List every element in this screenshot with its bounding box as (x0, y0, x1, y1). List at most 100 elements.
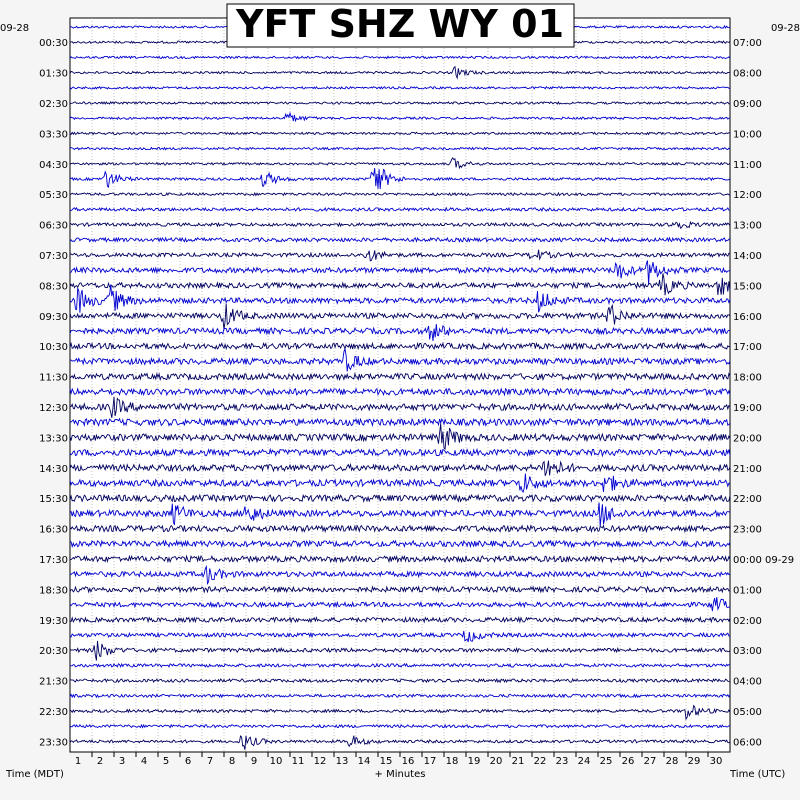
trace-24 (69, 387, 731, 397)
minute-grid (91, 18, 709, 752)
left-time-label-7: 07:30 (39, 251, 68, 262)
trace-6 (69, 111, 731, 123)
x-tick-label-27: 27 (644, 756, 657, 767)
trace-27 (69, 423, 731, 451)
left-time-label-2: 02:30 (39, 99, 68, 110)
x-tick-label-28: 28 (666, 756, 679, 767)
x-tick-label-16: 16 (402, 756, 415, 767)
right-time-label-16: 23:00 (733, 525, 762, 536)
trace-20 (69, 324, 731, 342)
title-box (226, 3, 575, 48)
trace-31 (69, 493, 731, 503)
right-time-label-12: 19:00 (733, 403, 762, 414)
right-axis-title: Time (UTC) (729, 769, 785, 780)
x-tick-label-29: 29 (688, 756, 701, 767)
left-time-label-14: 14:30 (39, 464, 68, 475)
trace-33 (69, 524, 731, 534)
right-time-label-4: 11:00 (733, 160, 762, 171)
x-tick-label-23: 23 (556, 756, 569, 767)
x-tick-label-6: 6 (185, 756, 191, 767)
trace-10 (69, 168, 731, 190)
left-time-label-19: 19:30 (39, 616, 68, 627)
x-tick-label-20: 20 (490, 756, 503, 767)
x-axis-title: + Minutes (375, 769, 426, 780)
trace-29 (69, 460, 731, 477)
right-time-label-20: 03:00 (733, 646, 762, 657)
x-axis-ticks: 1 2 3 4 5 6 7 8 9 10 11 12 13 14 15 16 17 18 19 20 21 22 23 24 2… (75, 752, 722, 767)
right-time-label-1: 08:00 (733, 69, 762, 80)
chart-title: YFT SHZ WY 01 (235, 2, 564, 46)
x-tick-label-22: 22 (534, 756, 547, 767)
trace-8 (69, 146, 731, 151)
left-time-label-8: 08:30 (39, 281, 68, 292)
right-time-label-6: 13:00 (733, 221, 762, 232)
left-time-label-20: 20:30 (39, 646, 68, 657)
left-time-label-18: 18:30 (39, 585, 68, 596)
right-time-label-0: 07:00 (733, 38, 762, 49)
trace-34 (69, 539, 731, 549)
right-time-label-7: 14:00 (733, 251, 762, 262)
trace-9 (69, 156, 731, 170)
left-time-label-6: 06:30 (39, 221, 68, 232)
x-tick-label-13: 13 (336, 756, 349, 767)
left-time-label-9: 09:30 (39, 312, 68, 323)
trace-40 (69, 630, 731, 643)
left-time-label-23: 23:30 (39, 737, 68, 748)
left-time-label-1: 01:30 (39, 69, 68, 80)
trace-14 (69, 236, 731, 243)
left-time-label-0: 00:30 (39, 38, 68, 49)
x-tick-label-14: 14 (358, 756, 371, 767)
trace-45 (69, 704, 731, 721)
trace-13 (69, 220, 731, 229)
trace-18 (69, 284, 731, 313)
trace-35 (69, 554, 731, 564)
trace-26 (69, 417, 731, 428)
trace-46 (69, 723, 731, 729)
x-tick-label-26: 26 (622, 756, 635, 767)
start-date-label: 09-28 (0, 23, 29, 34)
right-time-label-9: 16:00 (733, 312, 762, 323)
trace-19 (69, 303, 731, 330)
left-time-label-21: 21:30 (39, 677, 68, 688)
left-time-label-16: 16:30 (39, 525, 68, 536)
right-time-label-22: 05:00 (733, 707, 762, 718)
left-time-label-17: 17:30 (39, 555, 68, 566)
right-time-label-18: 01:00 (733, 585, 762, 596)
x-tick-label-8: 8 (229, 756, 235, 767)
x-tick-label-11: 11 (292, 756, 305, 767)
trace-3 (69, 65, 731, 80)
right-time-label-8: 15:00 (733, 281, 762, 292)
trace-44 (69, 693, 731, 699)
right-time-label-14: 21:00 (733, 464, 762, 475)
x-tick-label-15: 15 (380, 756, 393, 767)
x-tick-label-7: 7 (207, 756, 213, 767)
right-time-label-5: 12:00 (733, 190, 762, 201)
trace-2 (69, 55, 731, 60)
x-tick-label-1: 1 (75, 756, 81, 767)
trace-5 (69, 101, 731, 105)
left-time-label-11: 11:30 (39, 373, 68, 384)
left-time-label-15: 15:30 (39, 494, 68, 505)
left-time-label-10: 10:30 (39, 342, 68, 353)
trace-43 (69, 677, 731, 684)
trace-30 (69, 473, 731, 494)
x-tick-label-2: 2 (97, 756, 103, 767)
trace-15 (69, 249, 731, 262)
x-tick-label-5: 5 (163, 756, 169, 767)
right-time-label-23: 06:00 (733, 737, 762, 748)
x-tick-label-10: 10 (270, 756, 283, 767)
left-time-label-13: 13:30 (39, 433, 68, 444)
trace-11 (69, 191, 731, 197)
trace-21 (69, 341, 731, 351)
trace-16 (69, 260, 731, 285)
left-time-label-22: 22:30 (39, 707, 68, 718)
right-time-label-10: 17:00 (733, 342, 762, 353)
x-tick-label-25: 25 (600, 756, 613, 767)
x-tick-label-18: 18 (446, 756, 459, 767)
trace-4 (69, 85, 731, 90)
x-tick-label-17: 17 (424, 756, 437, 767)
trace-22 (69, 348, 731, 372)
trace-32 (69, 502, 731, 527)
right-time-label-15: 22:00 (733, 494, 762, 505)
